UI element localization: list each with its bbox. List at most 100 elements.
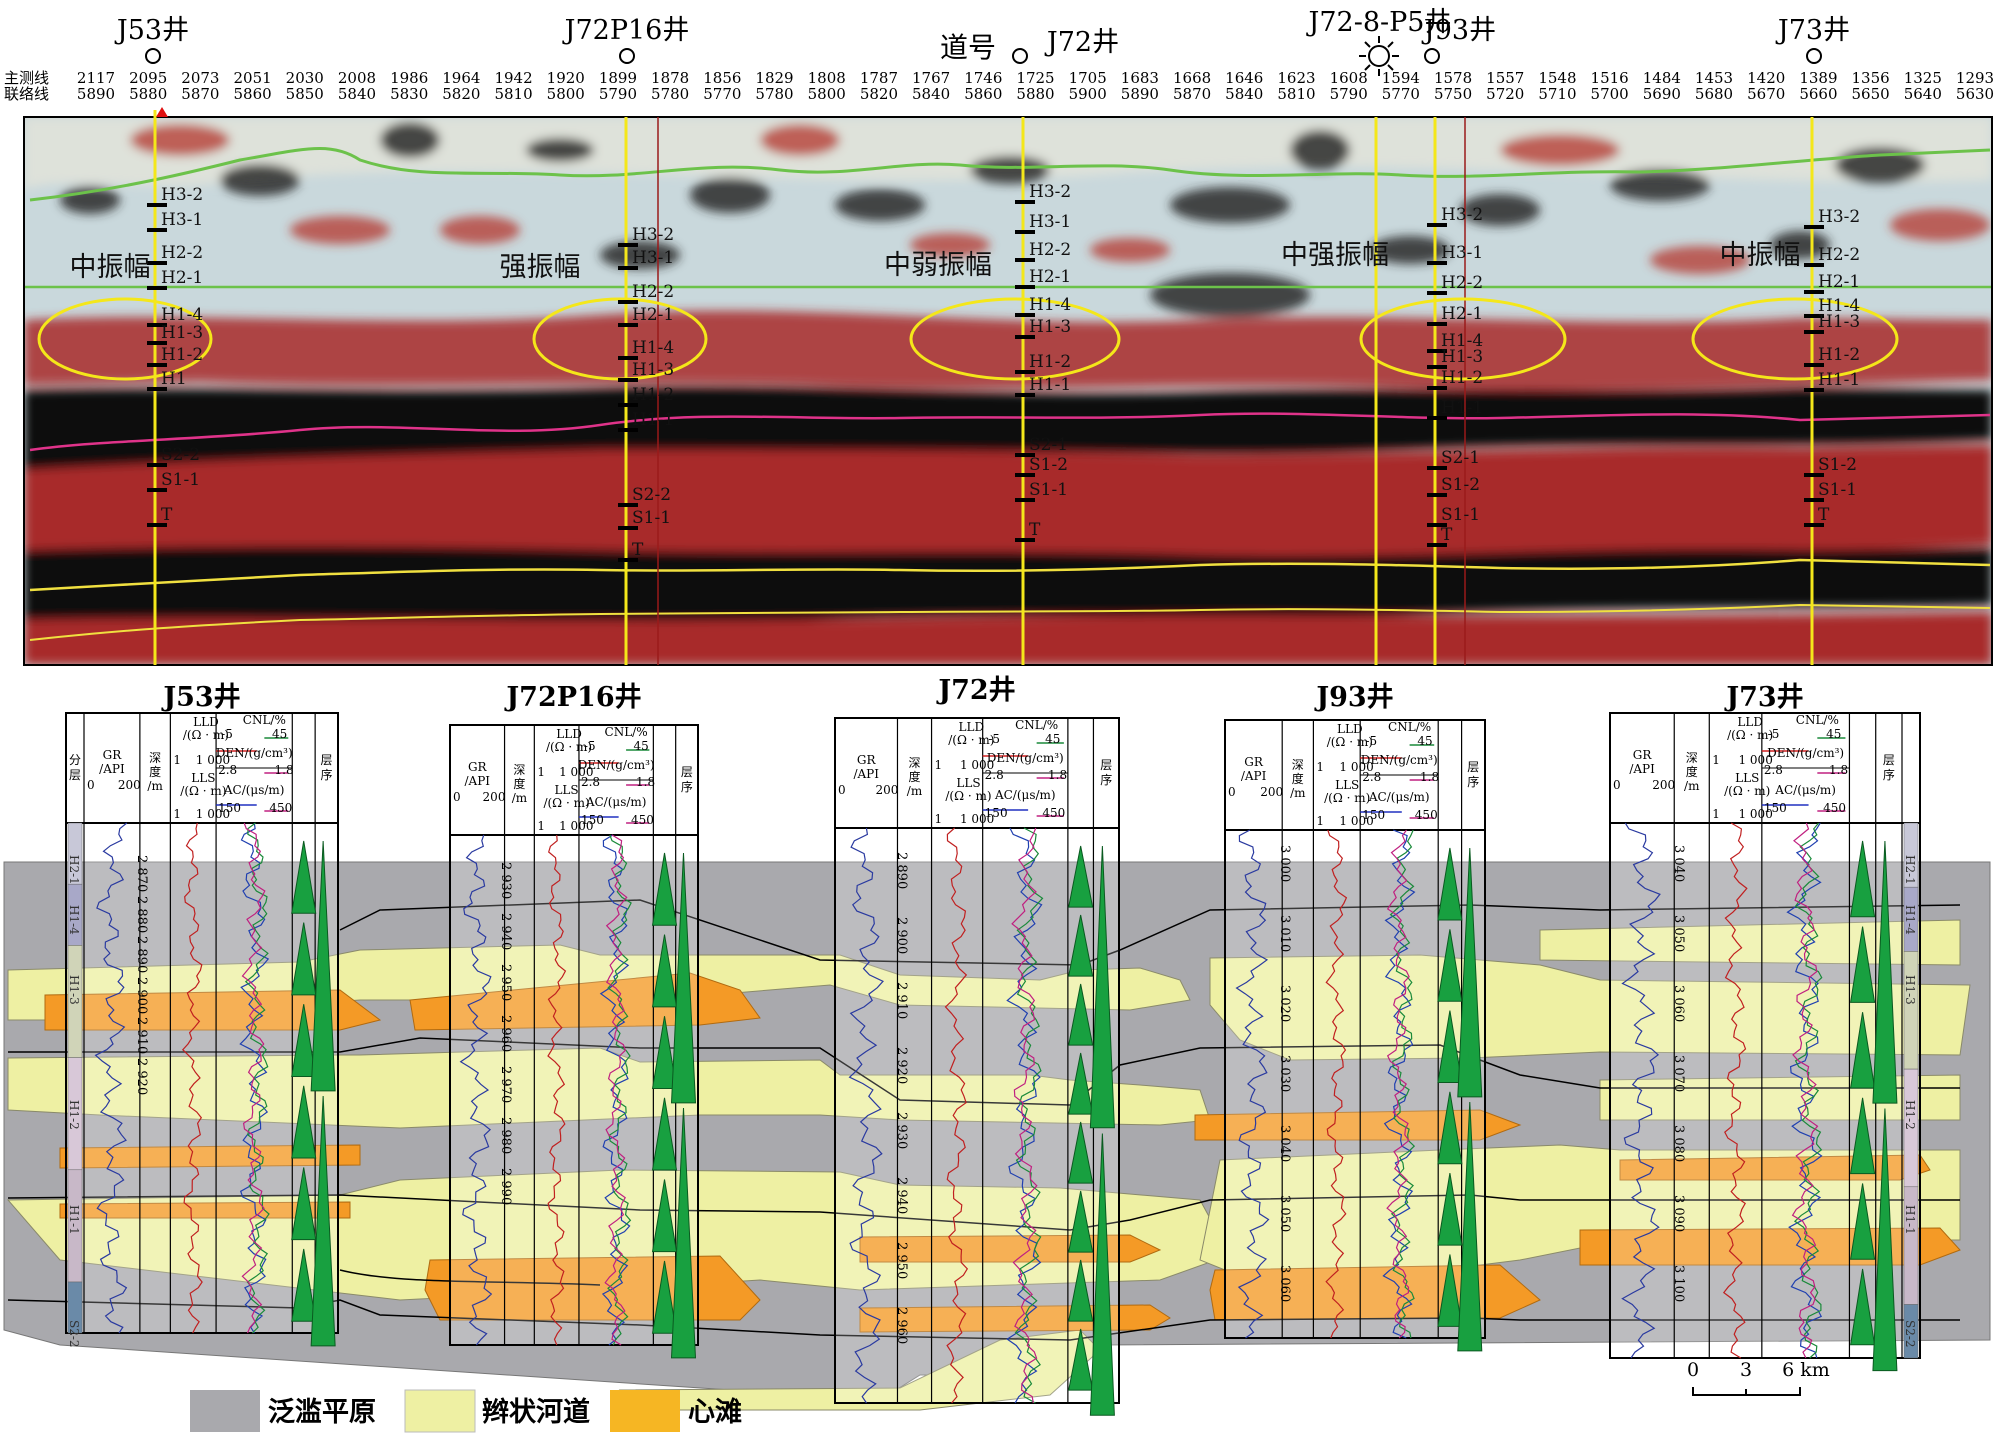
layer-label: H2-1 — [1441, 304, 1484, 324]
layer-label: H3-1 — [632, 248, 675, 268]
legend-swatch-bar — [610, 1390, 680, 1432]
layer-label: S1-1 — [1818, 480, 1858, 500]
log-header-text: 1.8 — [274, 763, 294, 777]
log-header-text: 深 — [1685, 751, 1698, 765]
main-line-value: 1767 — [912, 69, 951, 87]
log-header-text: 2.8 — [984, 768, 1004, 782]
main-line-value: 1829 — [755, 69, 794, 87]
amplitude-ellipses — [37, 297, 1899, 381]
legend-label-floodplain: 泛滥平原 — [268, 1397, 376, 1428]
log-header-text: LLD — [958, 720, 985, 734]
log-header-text: 450 — [1823, 801, 1847, 815]
log-header-text: 度 — [149, 765, 162, 779]
log-header-text: /(Ω · m) — [182, 728, 229, 742]
main-line-value: 1787 — [859, 69, 898, 87]
log-header-text: 150 — [1763, 801, 1787, 815]
layer-label: H1-2 — [632, 385, 675, 405]
log-panel — [1609, 712, 1921, 1372]
log-header-text: /m — [1684, 779, 1700, 793]
log-header-text: CNL/% — [1015, 718, 1059, 732]
log-header-text: /(Ω · m) — [545, 740, 593, 754]
layer-label: H3-2 — [1441, 205, 1484, 225]
log-header-text: 200 — [1652, 778, 1676, 792]
log-header-text: 45 — [633, 739, 649, 753]
main-line-value: 1986 — [390, 69, 429, 87]
log-header-text: /API — [1240, 769, 1267, 783]
log-header-text: 1 000 — [1738, 753, 1773, 767]
log-header-text: 层 — [320, 753, 333, 767]
main-line-value: 1356 — [1851, 69, 1890, 87]
log-header-text: CNL/% — [242, 713, 286, 727]
legend-swatch-floodplain — [190, 1390, 260, 1432]
log-panel — [65, 712, 339, 1347]
log-header-text: 0 — [838, 783, 846, 797]
main-line-value: 2095 — [129, 69, 168, 87]
depth-label: 2 930 — [498, 862, 514, 900]
tie-line-value: 5800 — [546, 85, 585, 103]
log-header-text: 1 — [1316, 760, 1325, 774]
main-line-value: 1420 — [1747, 69, 1786, 87]
log-header-text: 1 000 — [1339, 814, 1374, 828]
log-header-text: 1 — [1712, 807, 1720, 821]
tie-line-value: 5870 — [181, 85, 220, 103]
amplitude-label: 中弱振幅 — [884, 250, 992, 281]
main-line-value: 1557 — [1486, 69, 1525, 87]
log-header-text: 1 000 — [1339, 760, 1374, 774]
layer-label: H1-2 — [1441, 368, 1484, 388]
layer-label: H1-4 — [1441, 331, 1484, 351]
tie-line-value: 5880 — [1016, 85, 1055, 103]
log-header-text: CNL/% — [1388, 720, 1432, 734]
main-line-value: 1516 — [1590, 69, 1629, 87]
log-header-text: /(Ω · m) — [543, 796, 590, 810]
log-header-text: 1 — [934, 758, 943, 772]
well-log-panels — [65, 712, 1921, 1416]
layer-label: H3-1 — [1441, 243, 1484, 263]
layer-label: H1-4 — [161, 305, 204, 325]
layer-label: S2-1 — [1029, 435, 1069, 455]
log-header-text: 度 — [1291, 772, 1304, 786]
log-header-text: LLD — [193, 715, 219, 729]
log-header-text: 150 — [580, 813, 604, 827]
depth-label: 2 910 — [134, 1017, 150, 1055]
log-header-text: 1 — [934, 812, 943, 826]
depth-label: 2 870 — [134, 855, 150, 893]
log-header-text: AC/(μs/m) — [223, 783, 285, 797]
log-header-text: 序 — [1467, 775, 1480, 789]
tie-line-value: 5750 — [1433, 85, 1473, 103]
main-line-value: 1578 — [1433, 69, 1473, 87]
log-well-name: J73井 — [1726, 682, 1804, 713]
layer-label: H2-2 — [1029, 240, 1072, 260]
depth-label: 3 040 — [1670, 845, 1686, 883]
log-header-text: CNL/% — [1795, 713, 1839, 727]
layer-label: H3-2 — [1818, 207, 1861, 227]
layer-label: H2-1 — [632, 305, 675, 325]
depth-label: 3 060 — [1670, 985, 1686, 1023]
main-line-value: 2117 — [76, 69, 116, 87]
main-line-value: 1746 — [964, 69, 1003, 87]
log-header-text: 200 — [117, 778, 141, 792]
scale-bar — [1692, 1387, 1801, 1396]
main-line-value: 1594 — [1381, 69, 1420, 87]
log-header-text: 2.8 — [218, 763, 238, 777]
log-header-text: 1 — [537, 765, 545, 779]
layer-label: S1-1 — [161, 470, 201, 490]
layer-label: S2-1 — [1441, 448, 1481, 468]
zone-label: S2-2 — [1903, 1320, 1917, 1348]
layer-label: H2-2 — [1441, 273, 1484, 293]
log-header-text: GR — [1244, 755, 1263, 769]
layer-label: H1-1 — [632, 410, 675, 430]
depth-label: 2 970 — [498, 1066, 514, 1104]
log-header-text: 1 000 — [559, 819, 594, 833]
log-header-text: 度 — [908, 770, 921, 784]
log-header-text: CNL/% — [604, 725, 648, 739]
log-header-text: 45 — [1417, 734, 1433, 748]
log-header-text: 1.8 — [1829, 763, 1849, 777]
layer-label: H1-3 — [1029, 317, 1072, 337]
layer-label: H1-4 — [1818, 296, 1861, 316]
tie-line-value: 5830 — [390, 85, 429, 103]
layer-label: T — [632, 540, 644, 560]
top-well-name: J73井 — [1777, 15, 1851, 46]
log-header-text: /API — [99, 762, 125, 776]
log-header-text: AC/(μs/m) — [994, 788, 1056, 802]
